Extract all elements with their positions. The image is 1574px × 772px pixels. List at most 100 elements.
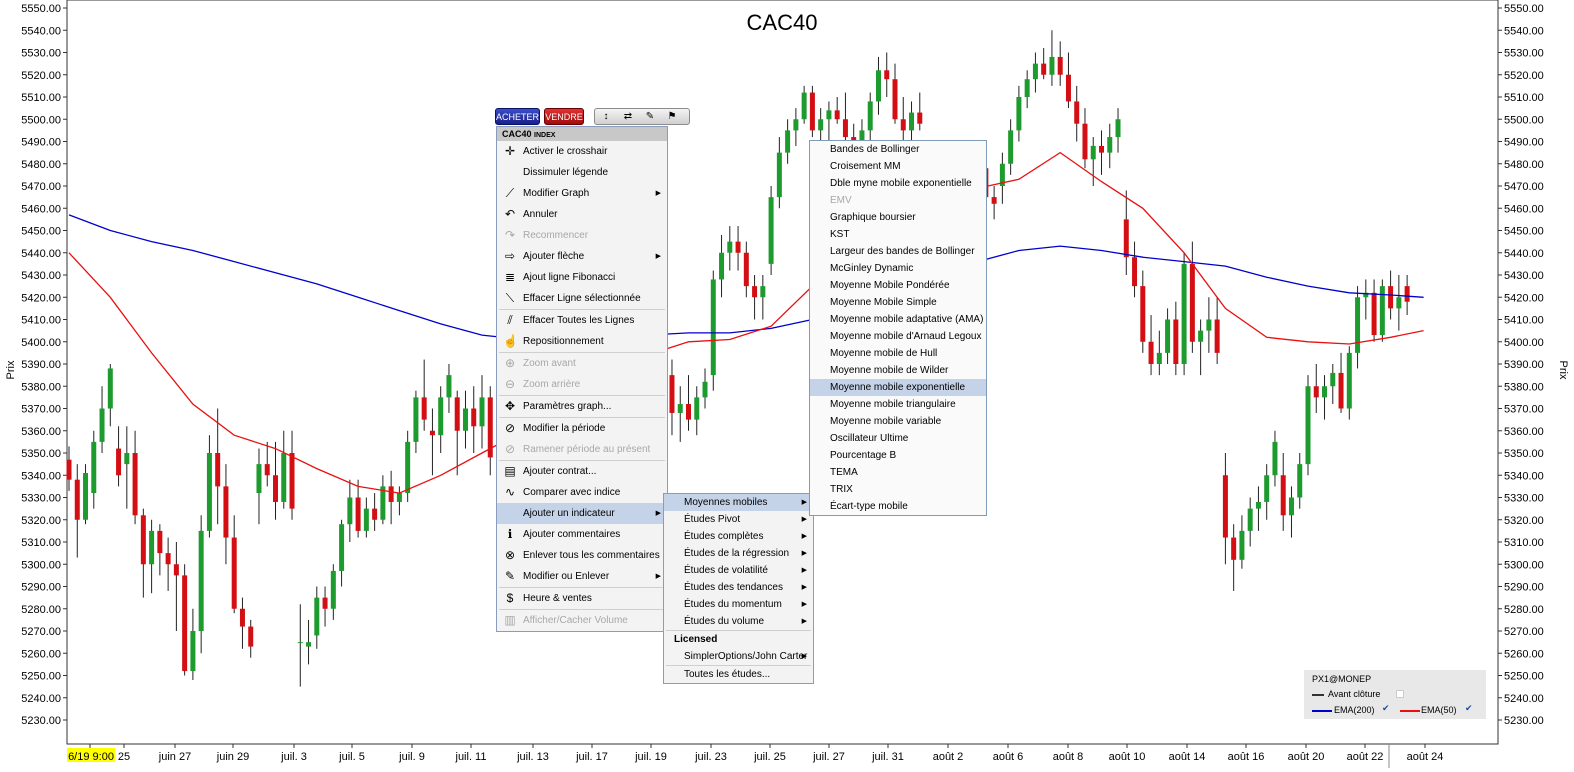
pencil-icon[interactable]: ✎ bbox=[645, 111, 655, 122]
candle-body bbox=[140, 515, 146, 565]
ma-item[interactable]: Moyenne mobile exponentielle bbox=[810, 379, 986, 396]
menu-item[interactable]: ℹ Ajouter commentaires bbox=[497, 524, 667, 545]
check-icon[interactable]: ✔ bbox=[1382, 703, 1390, 713]
ma-item[interactable]: Moyenne mobile adaptative (AMA) bbox=[810, 311, 986, 328]
ma-item[interactable]: Moyenne mobile triangulaire bbox=[810, 396, 986, 413]
ma-item[interactable]: Bandes de Bollinger bbox=[810, 141, 986, 158]
candle-body bbox=[1032, 63, 1038, 80]
ma-item[interactable]: Moyenne mobile d'Arnaud Legoux bbox=[810, 328, 986, 345]
y-tick-label-right: 5300.00 bbox=[1504, 559, 1544, 571]
candle-body bbox=[694, 397, 700, 420]
submenu-item[interactable]: Moyennes mobiles ▶ bbox=[664, 494, 813, 511]
ma-item[interactable]: Graphique boursier bbox=[810, 209, 986, 226]
ma-item[interactable]: KST bbox=[810, 226, 986, 243]
y-tick-label-right: 5270.00 bbox=[1504, 626, 1544, 638]
menu-item[interactable]: ⊘ Modifier la période bbox=[497, 418, 667, 439]
menu-item[interactable]: ▤ Ajouter contrat... bbox=[497, 461, 667, 482]
ma-item[interactable]: McGinley Dynamic bbox=[810, 260, 986, 277]
x-tick-label: juil. 9 bbox=[398, 751, 425, 763]
ma-item[interactable]: Croisement MM bbox=[810, 158, 986, 175]
legend-ema200[interactable]: EMA(200) bbox=[1334, 705, 1375, 715]
ma-item[interactable]: TEMA bbox=[810, 464, 986, 481]
candle-body bbox=[1214, 319, 1220, 353]
candle-body bbox=[281, 453, 287, 502]
menu-item[interactable]: $ Heure & ventes bbox=[497, 588, 667, 609]
submenu-item[interactable]: Études Pivot ▶ bbox=[664, 511, 813, 528]
menu-item[interactable]: Dissimuler légende bbox=[497, 162, 667, 183]
candle-body bbox=[1330, 372, 1336, 387]
menu-item[interactable]: ≣ Ajout ligne Fibonacci bbox=[497, 267, 667, 288]
red-line-icon bbox=[1400, 710, 1420, 712]
candle-body bbox=[1247, 508, 1253, 531]
ma-item[interactable]: TRIX bbox=[810, 481, 986, 498]
menu-item[interactable]: ⫽ Effacer Toutes les Lignes bbox=[497, 310, 667, 331]
candle-body bbox=[330, 570, 336, 609]
ma-item[interactable]: Écart-type mobile bbox=[810, 498, 986, 515]
menu-item[interactable]: ⟍ Effacer Ligne sélectionnée bbox=[497, 288, 667, 309]
candle-body bbox=[1049, 56, 1055, 75]
candle-body bbox=[1338, 372, 1344, 409]
buy-button[interactable]: ACHETER bbox=[495, 108, 540, 125]
submenu-item[interactable]: Études du volume ▶ bbox=[664, 613, 813, 630]
y-axis-label-right: Prix bbox=[1557, 361, 1569, 380]
submenu-item[interactable]: Études du momentum ▶ bbox=[664, 596, 813, 613]
submenu-item[interactable]: Études de la régression ▶ bbox=[664, 545, 813, 562]
ma-item[interactable]: Moyenne mobile variable bbox=[810, 413, 986, 430]
y-tick-label-left: 5280.00 bbox=[21, 604, 61, 616]
menu-icon: ∿ bbox=[504, 485, 516, 499]
check-icon[interactable]: ✔ bbox=[1465, 703, 1473, 713]
candle-body bbox=[710, 279, 716, 376]
candle-body bbox=[826, 110, 832, 120]
ma-item[interactable]: Dble myne mobile exponentielle bbox=[810, 175, 986, 192]
flag-icon[interactable]: ⚑ bbox=[667, 111, 677, 122]
ma-item[interactable]: Largeur des bandes de Bollinger bbox=[810, 243, 986, 260]
candle-body bbox=[454, 397, 460, 431]
ma-item[interactable]: Pourcentage B bbox=[810, 447, 986, 464]
submenu-item[interactable]: Études de volatilité ▶ bbox=[664, 562, 813, 579]
candle-body bbox=[396, 493, 402, 502]
candle-body bbox=[355, 497, 361, 531]
menu-item[interactable]: ⇨ Ajouter flèche ▶ bbox=[497, 246, 667, 267]
y-tick-label-right: 5250.00 bbox=[1504, 671, 1544, 683]
submenu-item[interactable]: Études des tendances ▶ bbox=[664, 579, 813, 596]
vertical-move-icon[interactable]: ↕ bbox=[603, 111, 609, 122]
ma-item[interactable]: Oscillateur Ultime bbox=[810, 430, 986, 447]
candle-body bbox=[875, 70, 881, 102]
y-tick-label-left: 5460.00 bbox=[21, 203, 61, 215]
legend-ema50[interactable]: EMA(50) bbox=[1421, 705, 1457, 715]
candle-body bbox=[1107, 137, 1113, 153]
submenu-arrow-icon: ▶ bbox=[655, 510, 661, 517]
menu-item[interactable]: ✎ Modifier ou Enlever ▶ bbox=[497, 566, 667, 587]
y-tick-label-right: 5500.00 bbox=[1504, 114, 1544, 126]
candle-body bbox=[1024, 79, 1030, 97]
menu-icon: ✛ bbox=[504, 144, 516, 158]
menu-item[interactable]: ✥ Paramètres graph... bbox=[497, 396, 667, 417]
candle-body bbox=[306, 642, 312, 647]
candle-body bbox=[1099, 145, 1104, 153]
menu-item[interactable]: ⊗ Enlever tous les commentaires bbox=[497, 545, 667, 566]
horizontal-move-icon[interactable]: ⇄ bbox=[623, 111, 633, 122]
sell-button[interactable]: VENDRE bbox=[544, 108, 584, 125]
menu-item[interactable]: ∿ Comparer avec indice bbox=[497, 482, 667, 503]
ma-item[interactable]: Moyenne Mobile Pondérée bbox=[810, 277, 986, 294]
submenu-item[interactable]: Études complètes ▶ bbox=[664, 528, 813, 545]
checkbox-icon[interactable] bbox=[1396, 690, 1404, 698]
ma-item[interactable]: Moyenne mobile de Hull bbox=[810, 345, 986, 362]
x-tick-label: août 10 bbox=[1109, 751, 1146, 763]
menu-item[interactable]: ↶ Annuler bbox=[497, 204, 667, 225]
ma-item[interactable]: Moyenne mobile de Wilder bbox=[810, 362, 986, 379]
y-tick-label-left: 5370.00 bbox=[21, 404, 61, 416]
menu-item[interactable]: Ajouter un indicateur ▶ bbox=[497, 503, 667, 524]
menu-icon: ⟋ bbox=[505, 186, 515, 200]
menu-item[interactable]: ✛ Activer le crosshair bbox=[497, 141, 667, 162]
menu-item[interactable]: ⟋ Modifier Graph ▶ bbox=[497, 183, 667, 204]
candle-body bbox=[149, 530, 155, 565]
menu-item-all-studies[interactable]: Toutes les études... bbox=[684, 669, 771, 680]
ma-item[interactable]: Moyenne Mobile Simple bbox=[810, 294, 986, 311]
menu-item[interactable]: ☝ Repositionnement bbox=[497, 331, 667, 352]
submenu-item[interactable]: SimplerOptions/John Carter ▶ bbox=[664, 648, 813, 665]
menu-item-label: Études du volume bbox=[684, 616, 765, 627]
candle-body bbox=[116, 448, 122, 476]
candle-body bbox=[1140, 286, 1146, 342]
legend-preclose: Avant clôture bbox=[1328, 689, 1381, 699]
